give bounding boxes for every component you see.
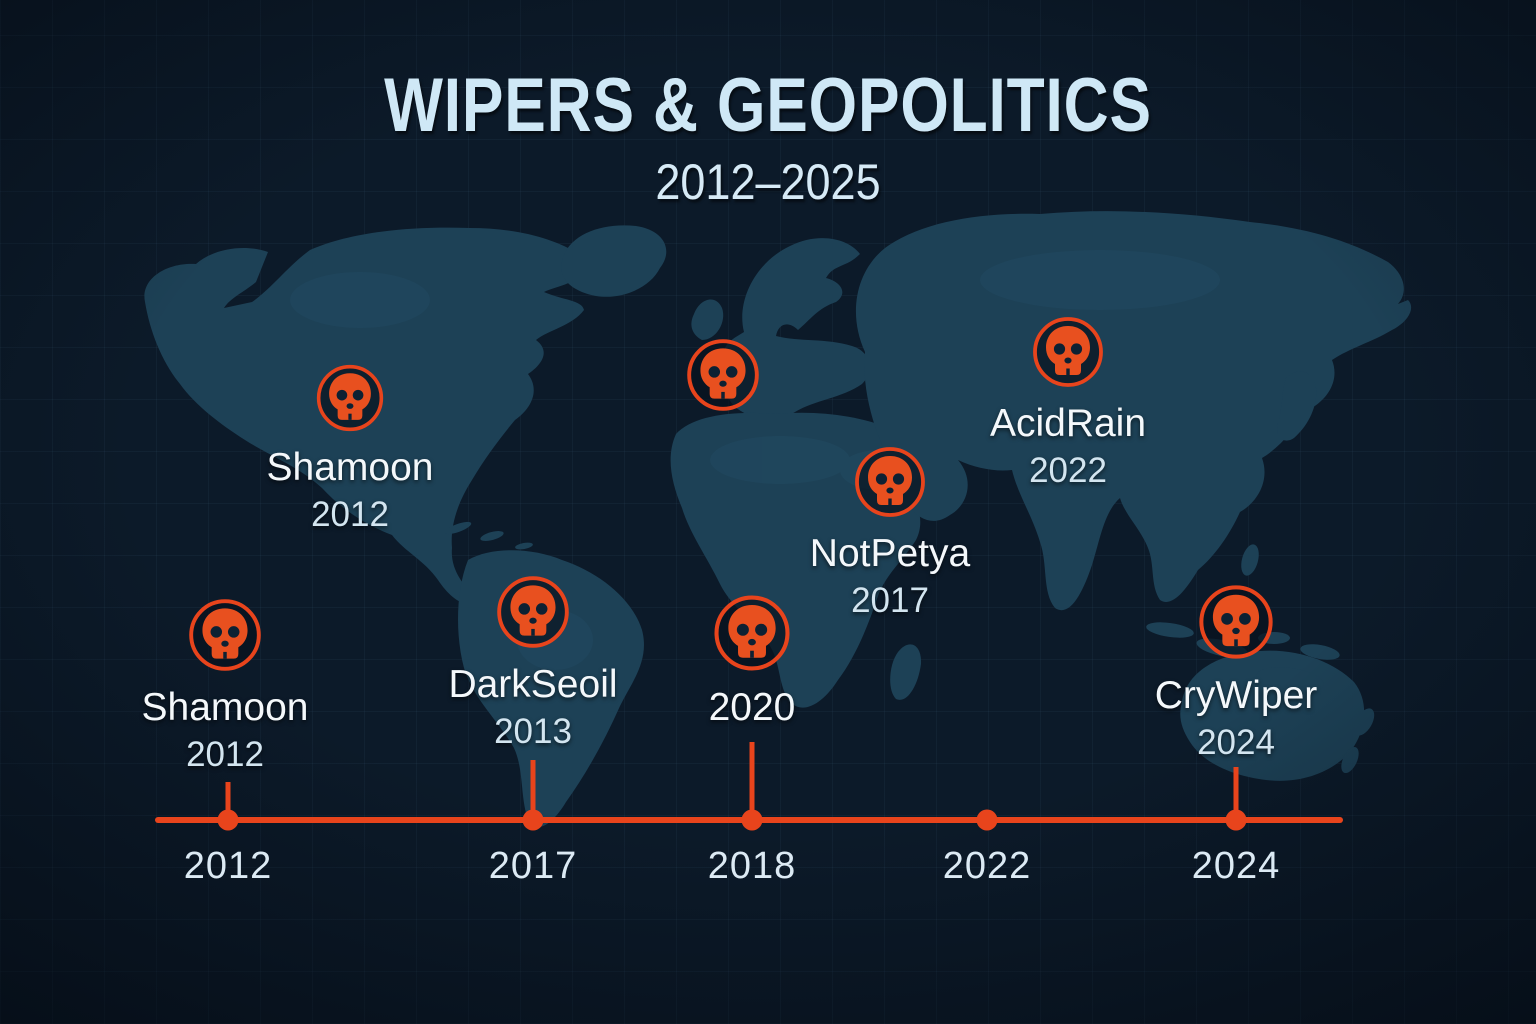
event-marker xyxy=(682,334,764,421)
event-label: AcidRain 2022 xyxy=(898,401,1238,493)
event-label: Shamoon 2012 xyxy=(180,445,520,537)
event-name: Shamoon xyxy=(266,446,434,489)
skull-icon xyxy=(687,339,759,411)
header: WIPERS & GEOPOLITICS 2012–2025 xyxy=(0,62,1536,211)
skull-icon xyxy=(497,576,569,648)
event-label: CryWiper 2024 xyxy=(1066,673,1406,765)
event-year: 2022 xyxy=(1029,451,1107,491)
event-label: NotPetya 2017 xyxy=(720,531,1060,623)
event-name: CryWiper xyxy=(1154,674,1318,717)
event-year: 2012 xyxy=(311,495,389,535)
skull-icon xyxy=(316,364,384,432)
event-marker xyxy=(312,360,388,441)
skull-icon xyxy=(1199,585,1273,659)
event-year: 2012 xyxy=(186,735,264,775)
event-name: NotPetya xyxy=(809,532,971,575)
event-marker xyxy=(184,594,266,681)
event-year: 2024 xyxy=(1197,723,1275,763)
event-name: AcidRain xyxy=(989,402,1147,445)
event-marker xyxy=(1194,580,1278,669)
skull-icon xyxy=(1033,317,1103,387)
subtitle: 2012–2025 xyxy=(655,154,881,210)
event-year: 2017 xyxy=(851,581,929,621)
page-title: WIPERS & GEOPOLITICS xyxy=(384,63,1152,148)
skull-icon xyxy=(189,599,261,671)
event-label: Shamoon 2012 xyxy=(55,685,395,777)
event-name: Shamoon xyxy=(141,686,309,729)
event-year: 2020 xyxy=(708,686,796,729)
event-marker xyxy=(1028,312,1108,397)
event-marker xyxy=(492,571,574,658)
event-label: 2020 xyxy=(582,685,922,730)
